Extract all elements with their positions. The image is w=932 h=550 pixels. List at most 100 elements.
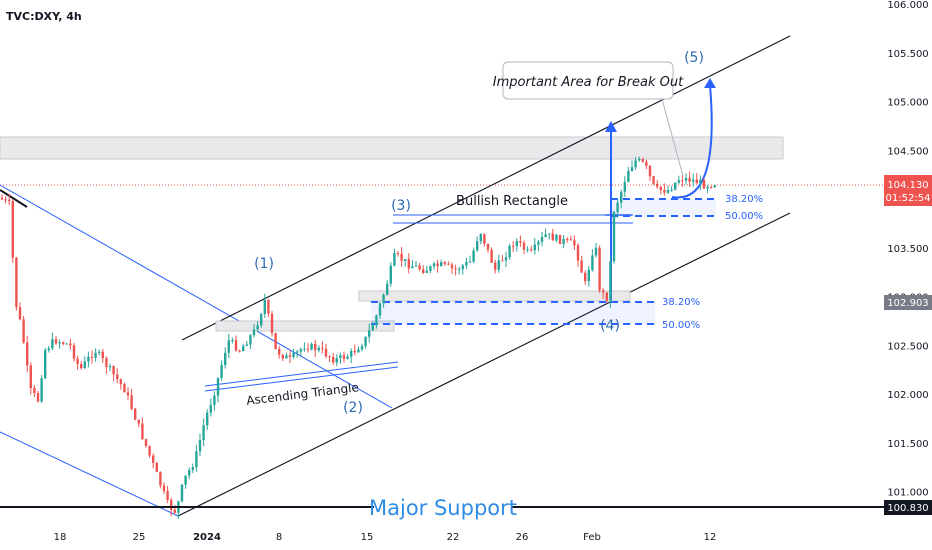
time-tick-2: 2024 [193,532,221,543]
projection-arrowhead [704,78,716,88]
candle-body [18,307,22,320]
candle-body [591,255,594,270]
time-axis[interactable]: 18 25 2024 8 15 22 26 Feb 12 [54,532,717,543]
candle-body [422,269,425,273]
candle-body [544,234,547,237]
callout-pointer [661,98,684,177]
candle-body [170,499,173,510]
candle-body [623,182,626,192]
triangle-support-1 [204,361,399,387]
time-tick-0: 18 [54,532,67,543]
candle-body [638,158,641,161]
candle-body [22,319,25,343]
candle-body [314,343,317,351]
candle-body [105,358,108,368]
candle-body [242,345,245,352]
candle-body [411,266,414,269]
candle-body [198,439,202,452]
candle-body [108,366,112,368]
candle-body [371,325,374,331]
candle-body [324,348,328,357]
candle-body [94,352,97,358]
candle-body [576,245,580,261]
candle-body [479,233,482,242]
candle-body [404,259,407,261]
candle-body [335,358,338,363]
candle-body [555,234,558,241]
rectangle-bottom-zone [358,290,631,302]
candle-body [368,330,371,337]
candle-body [130,395,133,409]
candle-body [627,170,630,183]
candle-body [710,186,713,188]
candle-body [40,378,43,402]
support-price-badge: 100.830 [887,503,928,514]
last-price-badge: 104.130 [887,180,928,191]
candle-body [195,451,198,468]
candle-body [440,262,443,267]
candle-body [454,268,457,270]
candle-body [296,351,299,353]
candle-body [566,239,569,241]
candle-body [548,233,551,235]
candle-body [281,354,284,359]
candle-body [8,199,11,202]
candle-body [47,348,50,351]
candle-body [245,344,248,346]
candle-body [220,365,223,378]
candle-body [562,239,565,244]
wave-4-label: (4) [600,318,620,334]
candle-body [83,361,86,369]
candle-body [350,350,353,357]
candle-body [155,463,158,472]
secondary-price-badge: 102.903 [887,298,928,309]
candle-body [303,348,306,350]
candle-body [11,201,14,258]
candle-body [101,351,104,359]
candle-body [256,325,259,330]
candle-body [353,350,356,353]
candle-body [191,467,194,471]
price-tick-3: 104.500 [887,146,928,157]
fib-382-right-label: 38.20% [725,194,763,205]
candle-body [634,160,637,168]
candle-body [447,263,450,265]
candle-body [80,363,83,369]
support-price-badge-bg [884,500,932,515]
candle-body [620,191,623,203]
bullish-rectangle-label: Bullish Rectangle [456,194,568,209]
time-tick-8: 12 [704,532,717,543]
downtrend-black-line [0,189,28,208]
candle-body [188,470,191,476]
candle-body [231,340,234,342]
candle-body [87,356,90,362]
projection-arrow [671,84,713,199]
candle-body [159,471,162,486]
candle-body [533,244,536,251]
candle-body [141,423,144,440]
candle-body [551,233,554,241]
candle-body [713,185,716,188]
wave-3-label: (3) [391,198,411,214]
candle-body [62,342,65,344]
candle-body [522,242,526,250]
candle-body [278,349,281,355]
candle-body [4,199,7,201]
candle-body [688,177,691,182]
candle-body [468,261,472,263]
candle-body [584,272,587,282]
candle-body [134,408,137,420]
candle-body [357,349,360,353]
candle-body [692,179,695,182]
candle-body [317,347,320,351]
candle-body [663,190,666,193]
descending-channel-lower [0,431,179,517]
candle-body [288,355,292,358]
price-axis[interactable]: 106.000105.500105.000104.500104.000103.5… [887,0,928,499]
candle-body [436,263,439,267]
fib-right-fill [611,199,716,216]
wave-1-label: (1) [254,256,274,272]
fib-left-fill [371,302,655,324]
candle-body [15,257,18,308]
